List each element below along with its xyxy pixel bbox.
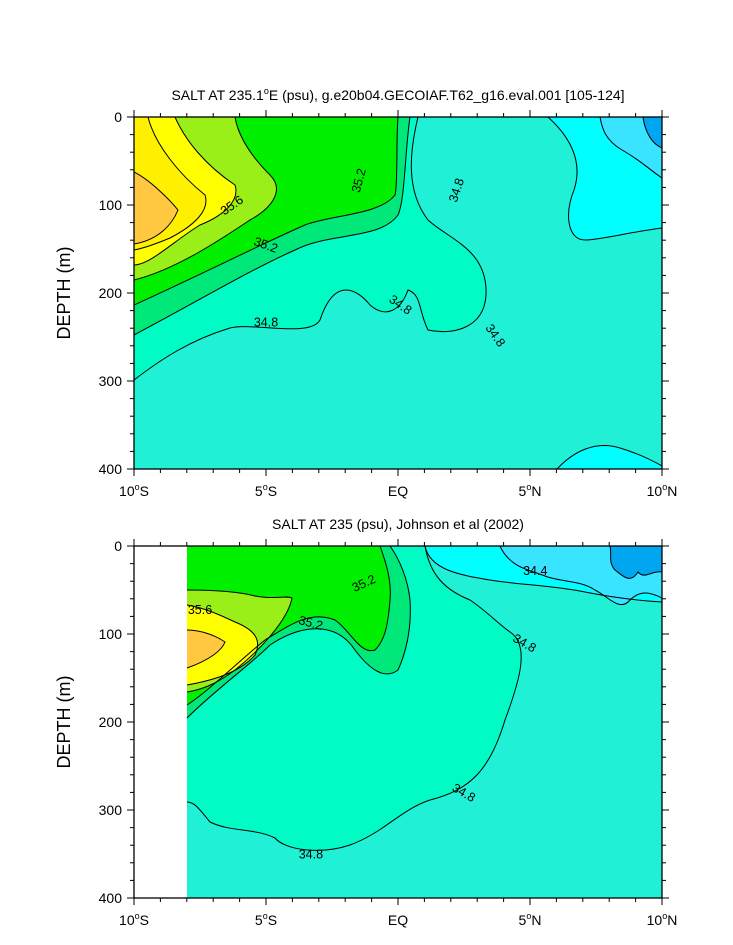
x-tick-label: 10oS xyxy=(119,911,149,928)
contour-label: 35.6 xyxy=(188,603,212,617)
x-tick-label: 10oS xyxy=(119,482,149,499)
x-tick-label: 10oN xyxy=(647,482,678,499)
salinity-fill-le-34-2 xyxy=(643,117,662,148)
contour-label-text: 35.2 xyxy=(297,613,324,633)
panel-model: SALT AT 235.1oE (psu), g.e20b04.GECOIAF.… xyxy=(54,86,677,499)
panel-observations-contours: 34.435.235.635.234.834.834.8 xyxy=(186,546,662,898)
contour-label: 35.2 xyxy=(349,167,369,194)
panel-observations-y-axis-label: DEPTH (m) xyxy=(54,676,74,769)
y-tick-label: 100 xyxy=(99,197,123,213)
x-tick-label: 5oS xyxy=(255,911,277,928)
panel-observations: SALT AT 235 (psu), Johnson et al (2002) xyxy=(54,516,677,928)
contour-label-text: 34.8 xyxy=(299,848,323,862)
y-tick-label: 400 xyxy=(99,461,123,477)
contour-label: 34.8 xyxy=(254,316,278,330)
panel-observations-axes: 10oS 5oS EQ 5oN 10oN 0 100 200 300 400 xyxy=(99,538,678,928)
x-tick-label: 10oN xyxy=(647,911,678,928)
y-tick-label: 100 xyxy=(99,626,123,642)
panel-model-contours: 35.635.2 34.835.234.834.834.8 xyxy=(134,117,662,469)
contour-lines xyxy=(134,117,662,469)
salinity-fill-34-4-34-6-deep xyxy=(557,445,662,469)
contour-label: 34.4 xyxy=(523,564,547,578)
salinity-fill-35-2-35-4-obs xyxy=(187,546,391,705)
contour-lines-obs xyxy=(186,546,662,851)
y-tick-label: 300 xyxy=(99,373,123,389)
salinity-fill-ge-36-0-obs xyxy=(187,630,225,668)
contour-label-text: 34.4 xyxy=(523,564,547,578)
panel-model-axes: 10oS 5oS EQ 5oN 10oN 0 100 200 300 400 xyxy=(99,109,678,499)
y-tick-label: 0 xyxy=(114,109,122,125)
salinity-fill-le-34-2-obs xyxy=(610,546,662,579)
panel-model-y-axis-label: DEPTH (m) xyxy=(54,247,74,340)
y-tick-label: 200 xyxy=(99,285,123,301)
y-tick-label: 200 xyxy=(99,714,123,730)
panel-observations-title: SALT AT 235 (psu), Johnson et al (2002) xyxy=(272,516,524,532)
contour-label-text: 35.6 xyxy=(188,603,212,617)
x-tick-label: 5oS xyxy=(255,482,277,499)
y-tick-label: 400 xyxy=(99,890,123,906)
contour-label-text: 34.8 xyxy=(254,316,278,330)
x-tick-label: EQ xyxy=(388,483,408,499)
contour-label: 35.2 xyxy=(297,613,324,633)
contour-label: 34.8 xyxy=(299,848,323,862)
x-tick-label: 5oN xyxy=(519,482,542,499)
contour-label-text: 35.2 xyxy=(349,167,369,194)
x-tick-label: EQ xyxy=(388,912,408,928)
salinity-fill-ge-36-0 xyxy=(134,172,178,244)
panel-model-title: SALT AT 235.1oE (psu), g.e20b04.GECOIAF.… xyxy=(171,86,624,103)
y-tick-label: 0 xyxy=(114,538,122,554)
y-tick-label: 300 xyxy=(99,802,123,818)
salinity-fill-34-2-34-4 xyxy=(600,117,662,178)
x-tick-label: 5oN xyxy=(519,911,542,928)
